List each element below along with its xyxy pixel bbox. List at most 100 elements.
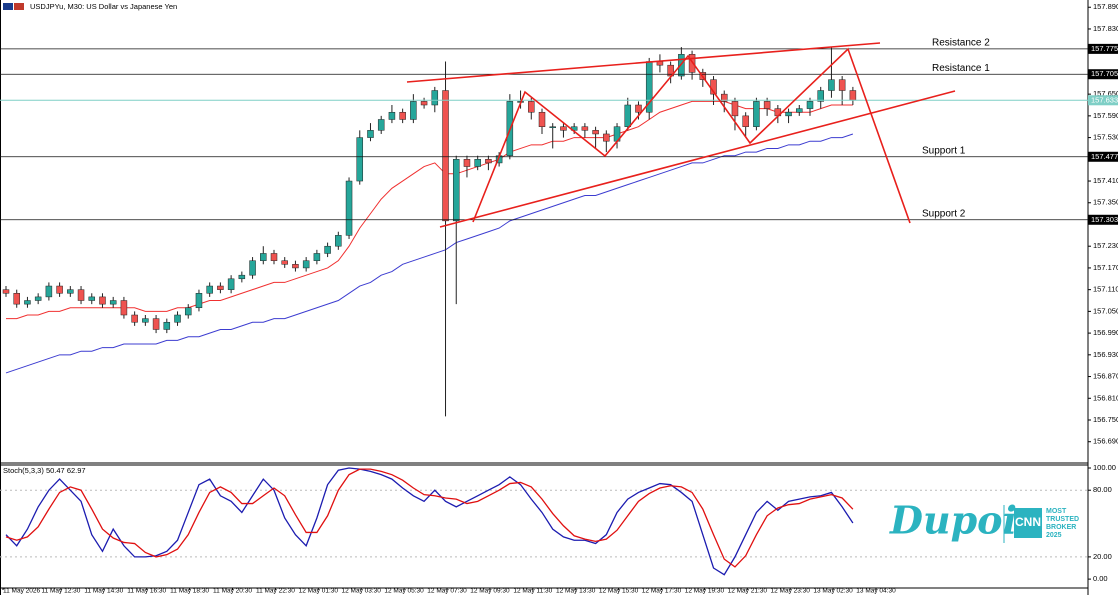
candle-body [313,253,321,261]
x-tick-label: 12 May 21:30 [728,588,768,595]
x-tick-label: 12 May 03:30 [342,588,382,595]
x-tick-label: 12 May 05:30 [384,588,424,595]
x-tick-label: 12 May 07:30 [427,588,467,595]
stoch-line [5,468,854,568]
candle-body [163,321,171,330]
price-box [1088,43,1118,54]
badge-text: CNN [1015,515,1041,529]
candle-body [399,111,406,120]
y-tick-label: 0.00 [1093,574,1108,583]
candle-body [624,104,632,127]
candle-body [120,300,128,316]
candle-body [174,314,181,323]
y-tick-label: 156.870 [1093,372,1118,381]
candle-body [45,285,53,298]
candle-body [817,90,824,102]
candle-body [77,289,85,301]
candle-body [367,130,374,138]
trend-line [406,42,881,83]
x-tick-label: 11 May 16:30 [127,588,166,595]
level-label: Support 1 [922,145,966,156]
candle-body [753,101,760,127]
chart-title: USDJPYu, M30: US Dollar vs Japanese Yen [30,2,177,11]
candle-body [463,159,471,167]
price-box-label: 157.303 [1091,215,1118,224]
candle-body [34,296,42,301]
candle-body [249,260,256,276]
x-tick-label: 11 May 20:30 [213,588,252,595]
price-box-label: 157.633 [1091,95,1118,104]
candle-body [227,278,235,290]
candle-body [452,159,460,222]
moving-average [5,133,854,374]
candle-body [742,115,749,127]
candle-body [560,126,567,131]
price-box [1088,214,1118,225]
flag-icon [3,3,13,10]
x-tick-label: 13 May 02:30 [813,588,853,595]
y-tick-label: 157.590 [1093,111,1118,120]
candle-body [806,101,814,109]
candle-body [410,101,417,120]
y-tick-label: 156.690 [1093,437,1118,446]
logo: Dupoin CNN MOST TRUSTED BROKER 2025 [889,498,1079,543]
candle-body [238,274,246,280]
trend-line [439,90,956,228]
candle-body [688,54,696,73]
candle-body [24,300,31,305]
candle-body [538,111,546,127]
y-tick-label: 156.810 [1093,393,1118,402]
y-tick-label: 100.00 [1093,463,1116,472]
candle-body [796,108,803,113]
x-tick-label: 11 May 2026 [3,588,40,595]
candle-body [324,245,331,254]
candle-body [474,159,481,167]
candle-body [581,126,589,131]
y-tick-label: 157.830 [1093,24,1118,33]
indicator-label: Stoch(5,3,3) 50.47 62.97 [3,466,86,475]
candle-body [195,293,203,309]
x-tick-label: 12 May 11:30 [513,588,552,595]
candle-body [270,253,278,261]
candle-body [828,79,835,91]
candle-body [592,130,599,135]
x-tick-label: 11 May 12:30 [41,588,80,595]
candle-body [849,90,857,101]
indicator-value: 62.97 [67,466,86,475]
y-tick-label: 80.00 [1093,485,1112,494]
candle-body [603,133,610,142]
candle-body [838,79,846,91]
tagline: BROKER [1046,524,1076,531]
tagline: MOST [1046,508,1067,515]
candle-body [67,289,74,294]
y-tick-label: 157.350 [1093,198,1118,207]
x-tick-label: 11 May 22:30 [256,588,295,595]
tagline: TRUSTED [1046,516,1079,523]
y-tick-label: 20.00 [1093,552,1112,561]
candle-body [131,314,138,323]
candle-body [302,260,310,269]
candle-body [635,104,642,113]
price-box [1088,151,1118,162]
candle-body [142,318,149,323]
candle-body [56,285,63,294]
x-tick-label: 12 May 15:30 [599,588,639,595]
candle-body [528,101,535,113]
level-label: Resistance 1 [932,63,990,74]
moving-average [6,100,853,320]
price-box-label: 157.775 [1091,44,1118,53]
wave-line [472,47,911,224]
x-tick-label: 11 May 14:30 [84,588,123,595]
y-tick-label: 157.530 [1093,133,1118,142]
candle-body [345,180,353,236]
y-tick-label: 157.170 [1093,263,1118,272]
candle-body [763,101,771,109]
y-tick-label: 157.890 [1093,2,1118,11]
candle-body [99,296,106,305]
y-tick-label: 157.050 [1093,306,1118,315]
candle-body [13,293,20,305]
candle-body [431,90,439,106]
y-tick-label: 157.650 [1093,89,1118,98]
